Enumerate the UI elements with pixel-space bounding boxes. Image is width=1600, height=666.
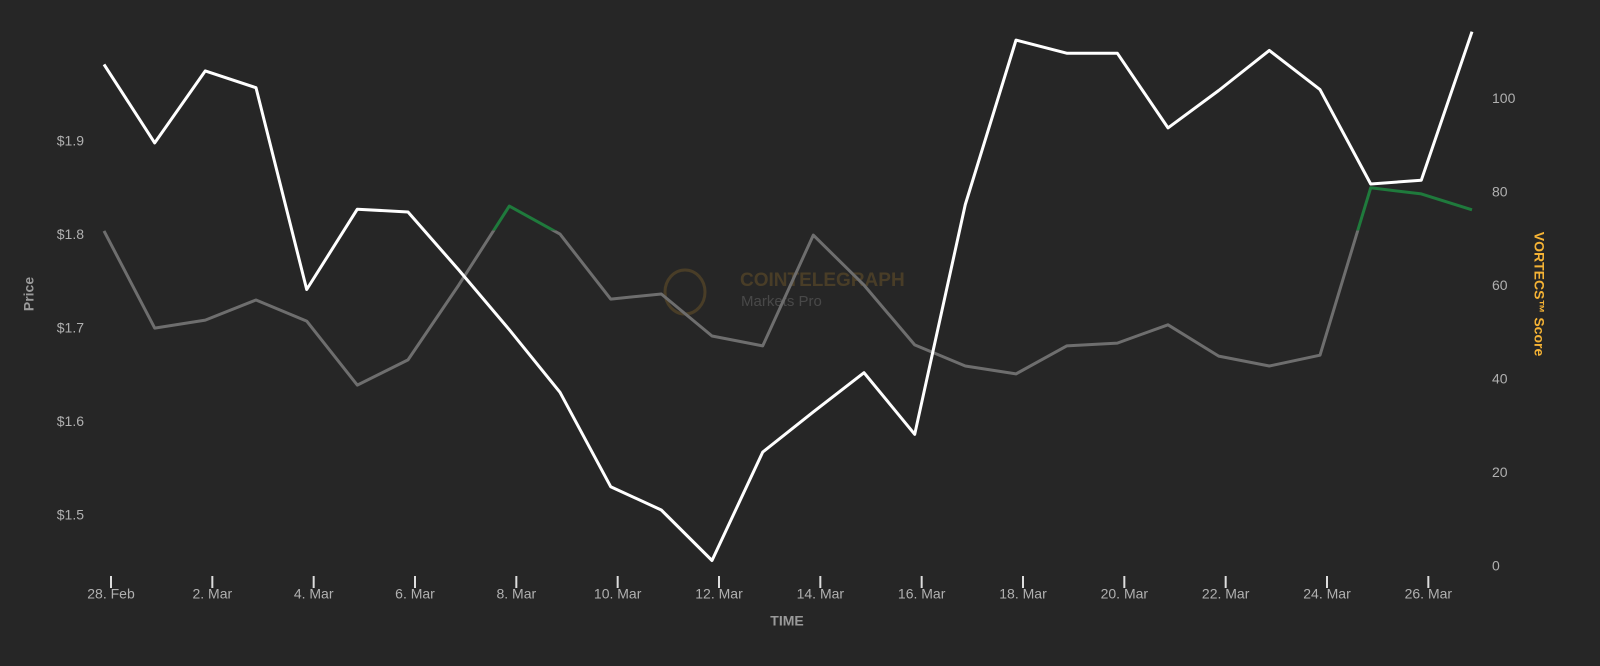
score-line (102, 230, 1360, 387)
watermark-logo (663, 268, 707, 316)
y-tick-label: $1.7 (57, 319, 84, 335)
watermark-title: COINTELEGRAPH (740, 270, 905, 291)
y-axis-label: Price (21, 277, 37, 311)
x-tick-label: 4. Mar (294, 586, 334, 602)
x-tick-label: 26. Mar (1405, 586, 1453, 602)
x-tick-label: 28. Feb (87, 586, 135, 602)
x-tick-label: 12. Mar (695, 586, 743, 602)
y2-tick-label: 100 (1492, 90, 1516, 106)
x-tick-label: 2. Mar (192, 586, 232, 602)
y-tick-label: $1.9 (57, 133, 84, 149)
x-tick-label: 10. Mar (594, 586, 642, 602)
y-tick-label: $1.6 (57, 413, 84, 429)
y2-tick-label: 80 (1492, 184, 1508, 200)
x-tick-label: 20. Mar (1101, 586, 1149, 602)
y2-axis-label: VORTECS™ Score (1531, 232, 1547, 357)
y2-tick-label: 20 (1492, 464, 1508, 480)
price-line (102, 31, 1474, 562)
x-tick-label: 16. Mar (898, 586, 946, 602)
x-tick-label: 24. Mar (1303, 586, 1351, 602)
x-tick-label: 22. Mar (1202, 586, 1250, 602)
y-tick-label: $1.5 (57, 506, 84, 522)
x-axis-label: TIME (770, 613, 803, 629)
x-tick-label: 14. Mar (797, 586, 845, 602)
y2-tick-label: 0 (1492, 558, 1500, 574)
x-tick-label: 18. Mar (999, 586, 1047, 602)
x-tick-label: 6. Mar (395, 586, 435, 602)
y-tick-label: $1.8 (57, 226, 84, 242)
y2-tick-label: 40 (1492, 371, 1508, 387)
x-tick-label: 8. Mar (496, 586, 536, 602)
y2-tick-label: 60 (1492, 277, 1508, 293)
